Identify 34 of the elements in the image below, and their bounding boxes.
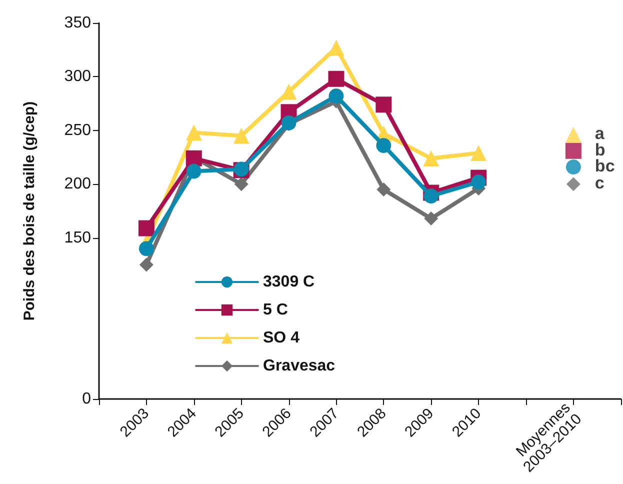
annotation: c — [594, 174, 604, 193]
point — [376, 138, 392, 153]
point — [138, 241, 154, 256]
point — [186, 124, 202, 141]
legend-label: Gravesac — [263, 358, 336, 374]
point — [424, 188, 439, 204]
y-tick-label: 250 — [64, 122, 92, 139]
point — [471, 174, 486, 190]
point — [328, 88, 344, 104]
point — [139, 258, 154, 272]
point — [423, 150, 440, 166]
point — [234, 177, 248, 192]
legend-label: 5 C — [263, 302, 288, 318]
y-tick-label: 150 — [64, 229, 92, 246]
point — [138, 220, 154, 236]
legend-label: SO 4 — [263, 330, 300, 346]
point — [328, 70, 344, 87]
point — [233, 128, 250, 144]
y-tick-label: 0 — [82, 390, 92, 408]
legend-label: 3309 C — [263, 274, 316, 290]
point — [566, 177, 580, 192]
point — [376, 182, 391, 197]
point — [328, 40, 344, 56]
point — [470, 144, 487, 161]
y-tick-label: 300 — [64, 68, 92, 86]
y-tick-label: 200 — [64, 176, 92, 193]
point — [566, 159, 581, 174]
point — [186, 164, 202, 179]
point — [565, 142, 582, 159]
point — [565, 126, 582, 143]
y-tick-label: 350 — [64, 14, 92, 32]
point — [376, 96, 392, 113]
point — [424, 212, 438, 226]
y-axis-title: Poids des bois de taille (g/cep) — [21, 101, 38, 321]
